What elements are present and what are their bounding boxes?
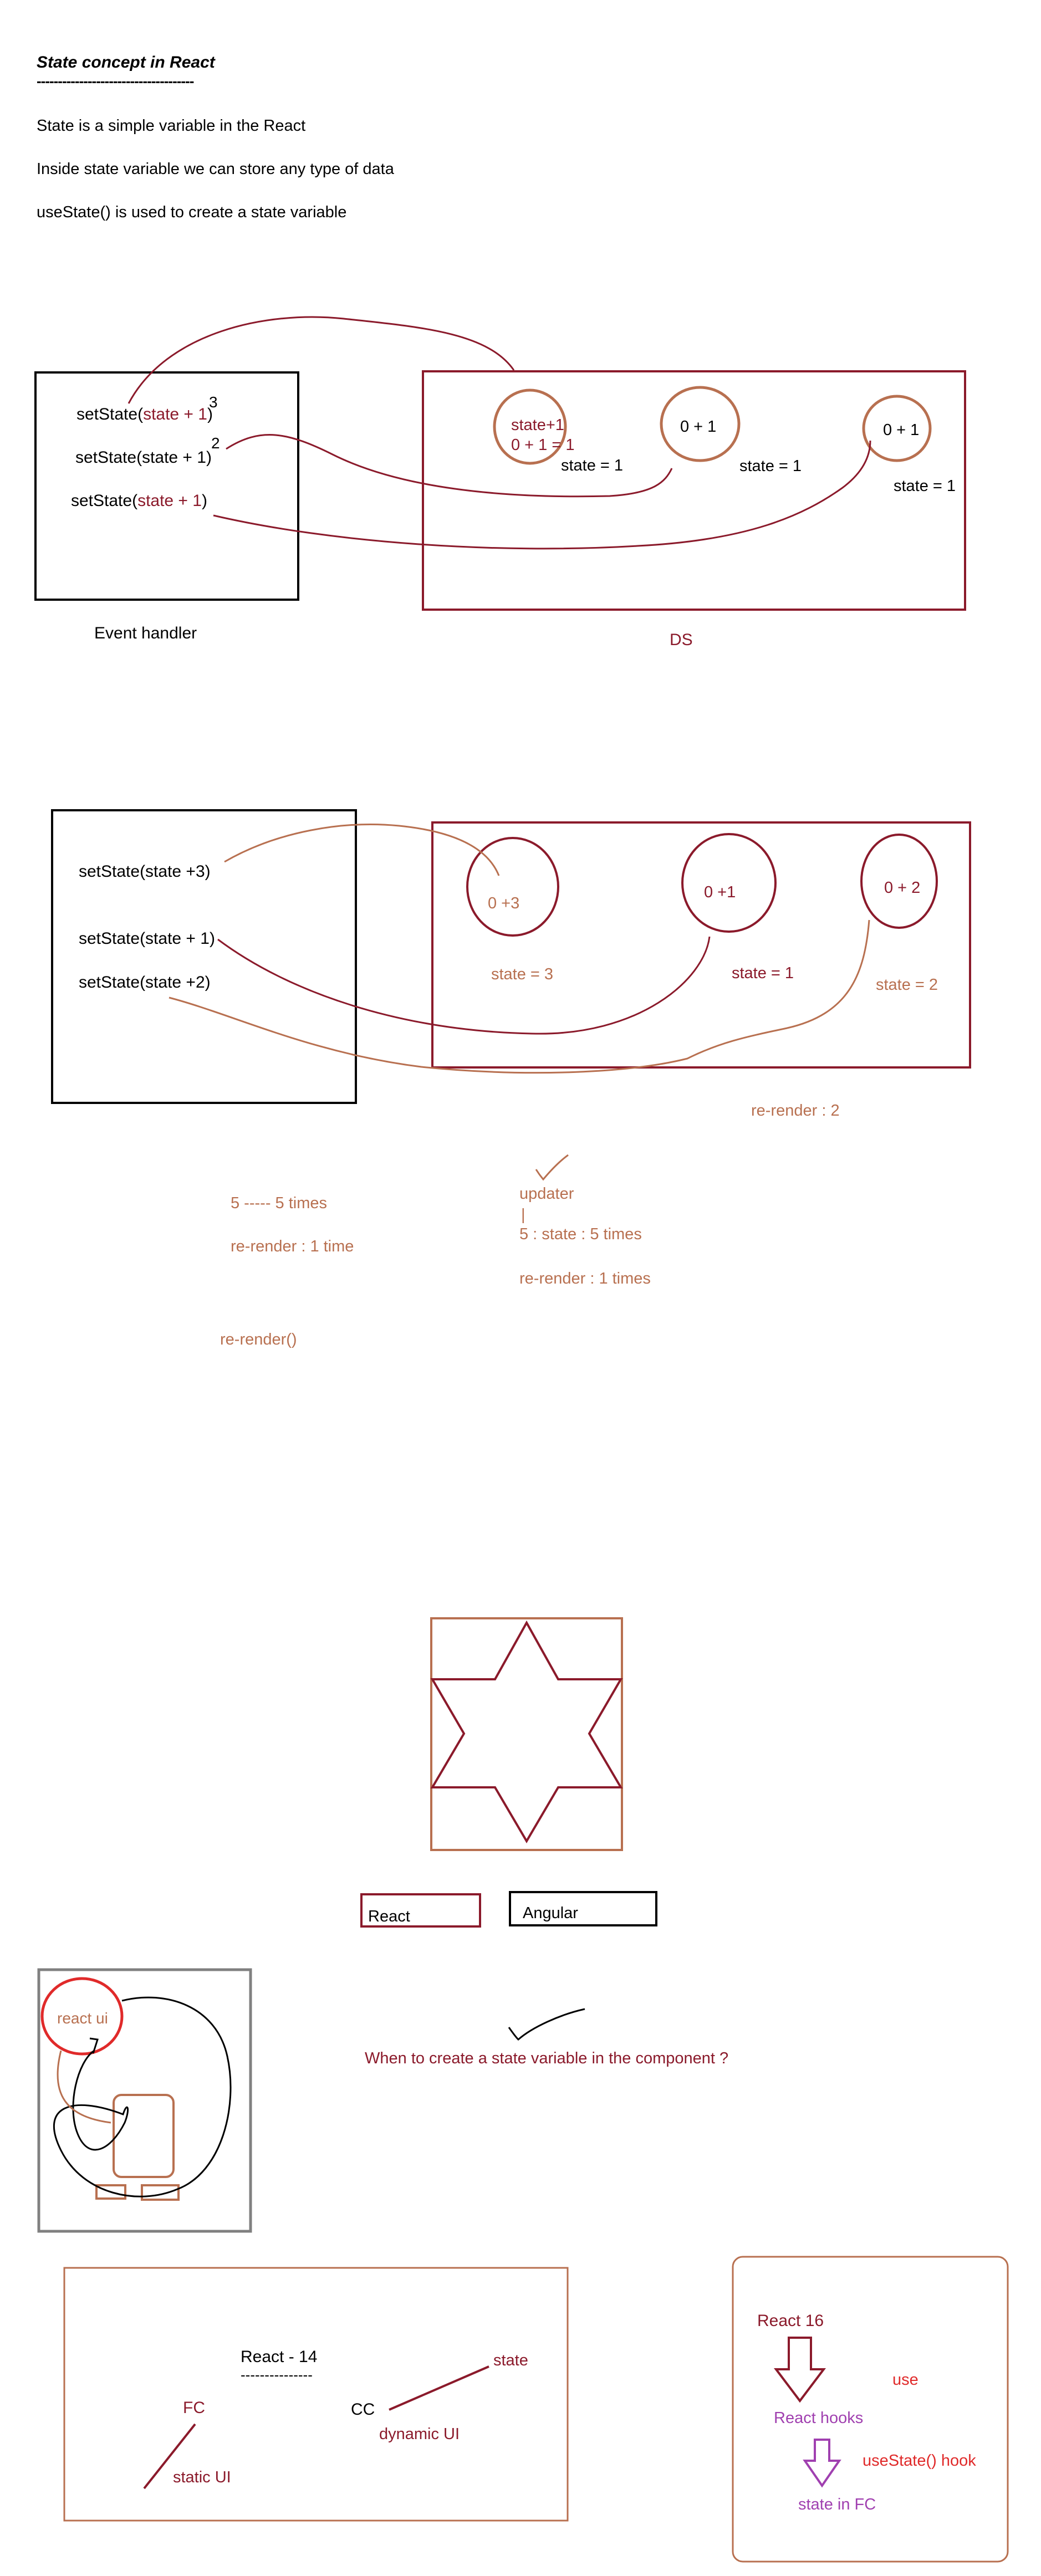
state-label: state <box>493 2352 528 2369</box>
question-text: When to create a state variable in the c… <box>365 2049 729 2067</box>
arrow2-curve-middle <box>217 936 711 1035</box>
intro-line-1: State is a simple variable in the React <box>37 117 306 135</box>
setstate-call-1: setState(state + 1) <box>76 406 213 423</box>
d2-circle-1-text: 0 +3 <box>488 895 520 912</box>
ds-box-2 <box>431 821 971 1069</box>
usestate-hook-label: useState() hook <box>863 2452 976 2470</box>
note-rerender-fn: re-render() <box>220 1331 297 1348</box>
ds-state-3: state = 1 <box>894 477 956 495</box>
angular-tag-box <box>509 1891 657 1926</box>
react-14-underline: --------------- <box>241 2367 313 2383</box>
note-updater: updater <box>519 1185 574 1203</box>
ds-circle-2 <box>660 386 741 462</box>
checkmark-updater <box>535 1154 569 1181</box>
call-suffix: ) <box>201 492 207 510</box>
sketch-arrow-up <box>89 2037 99 2054</box>
call-arg: state + 1 <box>137 492 202 510</box>
react-tag-box <box>360 1893 481 1928</box>
react-ui-label: react ui <box>57 2010 108 2027</box>
use-label: use <box>892 2371 918 2389</box>
sketch-loop-line <box>53 1996 232 2197</box>
react-tag-label: React <box>368 1908 410 1925</box>
intro-line-3: useState() is used to create a state var… <box>37 203 347 221</box>
hooks-box <box>732 2256 1009 2563</box>
sketch-box <box>37 1968 252 2233</box>
d2-call-3: setState(state +2) <box>79 973 211 991</box>
calls-box <box>51 809 357 1104</box>
d2-rerender: re-render : 2 <box>751 1102 840 1120</box>
circle-1-line-1: state+1 <box>511 416 564 434</box>
call-suffix: ) <box>206 448 212 467</box>
note-pipe: | <box>521 1206 525 1224</box>
sketch-small-box-1 <box>95 2184 126 2200</box>
arrow-curve-bottom <box>213 440 871 550</box>
note-state-5: 5 : state : 5 times <box>519 1225 642 1243</box>
state-in-fc-label: state in FC <box>798 2496 876 2513</box>
static-ui-label: static UI <box>173 2468 231 2486</box>
arrow2-curve-top <box>224 824 500 876</box>
setstate-call-3: setState(state + 1) <box>71 493 207 509</box>
sketch-inner-box <box>113 2094 175 2178</box>
cc-state-line <box>389 2365 489 2411</box>
sketch-small-box-2 <box>141 2184 180 2201</box>
arrow2-curve-bottom <box>169 919 870 1074</box>
star-shape <box>430 1620 623 1843</box>
arrow-curve-top <box>127 316 515 404</box>
circle-3-text: 0 + 1 <box>883 421 920 439</box>
d2-state-1: state = 3 <box>491 965 554 983</box>
call-arg: state + 1 <box>143 405 207 423</box>
history-box <box>63 2267 569 2522</box>
cc-label: CC <box>351 2400 375 2419</box>
d2-call-1: setState(state +3) <box>79 862 211 881</box>
ds2-circle-1 <box>466 837 559 937</box>
ds-state-2: state = 1 <box>739 457 802 475</box>
dynamic-ui-label: dynamic UI <box>379 2425 460 2443</box>
number-3: 3 <box>209 393 218 411</box>
title-underline: ------------------------------------- <box>37 73 194 89</box>
fc-static-line <box>143 2423 196 2490</box>
note-rerender-times: re-render : 1 times <box>519 1270 651 1287</box>
d2-state-3: state = 2 <box>876 976 938 994</box>
ds-label: DS <box>670 631 693 649</box>
fc-label: FC <box>183 2399 205 2417</box>
event-handler-box <box>34 371 299 601</box>
ds-circle-3 <box>862 395 932 462</box>
react-hooks-label: React hooks <box>774 2409 864 2427</box>
ds-box <box>422 370 966 611</box>
ds-state-1: state = 1 <box>561 457 624 474</box>
note-times: 5 ----- 5 times <box>231 1194 327 1212</box>
intro-line-2: Inside state variable we can store any t… <box>37 160 394 178</box>
star-box <box>430 1617 623 1851</box>
react-16-label: React 16 <box>757 2312 824 2330</box>
react-14-title: React - 14 <box>241 2348 318 2366</box>
down-arrow-hooks <box>803 2439 841 2488</box>
number-2: 2 <box>211 435 220 452</box>
d2-call-2: setState(state + 1) <box>79 929 215 948</box>
arrow-curve-middle <box>226 434 673 498</box>
note-rerender-1: re-render : 1 time <box>231 1238 354 1255</box>
call-suffix: ) <box>207 405 213 423</box>
circle-1-line-2: 0 + 1 = 1 <box>511 436 575 454</box>
ds-circle-1 <box>493 389 567 465</box>
call-prefix: setState( <box>76 405 144 423</box>
sketch-brown-curve <box>57 2050 111 2124</box>
down-arrow-react16 <box>773 2337 826 2403</box>
event-handler-label: Event handler <box>94 624 197 642</box>
call-prefix: setState( <box>71 492 138 510</box>
react-ui-circle <box>40 1977 124 2056</box>
ds2-circle-2 <box>681 833 777 933</box>
checkmark-question <box>508 2008 585 2041</box>
ds2-circle-3 <box>860 834 938 929</box>
page-title: State concept in React <box>37 53 215 71</box>
d2-circle-3-text: 0 + 2 <box>884 879 921 897</box>
setstate-call-2: setState(state + 1) <box>75 449 212 466</box>
angular-tag-label: Angular <box>523 1904 578 1922</box>
call-prefix: setState(state + 1 <box>75 448 206 467</box>
circle-2-text: 0 + 1 <box>680 418 717 436</box>
d2-circle-2-text: 0 +1 <box>704 883 736 901</box>
d2-state-2: state = 1 <box>732 964 794 982</box>
